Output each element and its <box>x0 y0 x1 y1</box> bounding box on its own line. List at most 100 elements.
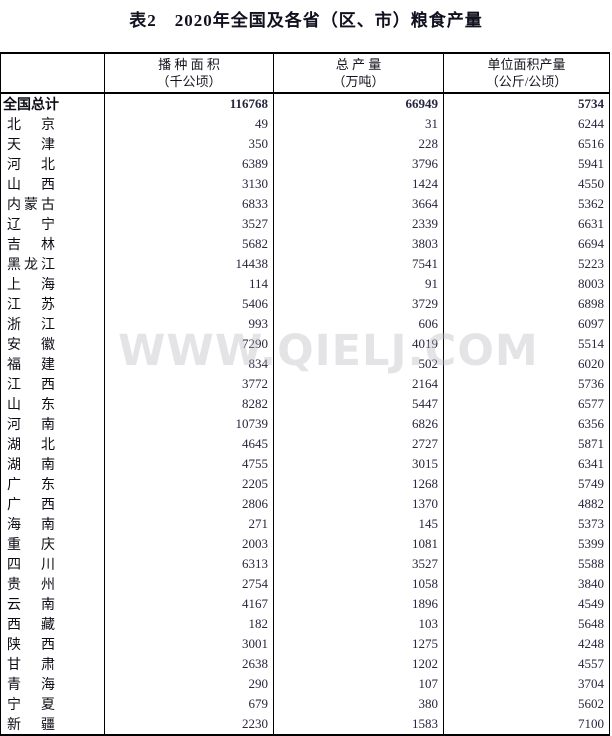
region-cell: 江西 <box>0 374 105 394</box>
value-cell: 2806 <box>104 494 274 514</box>
value-cell: 502 <box>273 354 444 374</box>
header-sown-area-line1: 播 种 面 积 <box>158 57 220 72</box>
value-cell: 6898 <box>443 294 610 314</box>
region-name: 山西 <box>7 178 55 193</box>
table-row: 重庆 2003 1081 5399 <box>0 534 610 554</box>
region-cell: 新疆 <box>0 714 105 735</box>
region-name: 贵州 <box>7 578 55 593</box>
region-cell: 上海 <box>0 274 105 294</box>
region-cell: 辽宁 <box>0 214 105 234</box>
value-cell: 3527 <box>104 214 274 234</box>
value-cell: 5399 <box>443 534 610 554</box>
value-cell: 107 <box>273 674 444 694</box>
region-cell: 黑龙江 <box>0 254 105 274</box>
region-cell: 青海 <box>0 674 105 694</box>
table-row: 湖北 4645 2727 5871 <box>0 434 610 454</box>
header-sown-area: 播 种 面 积 （千公顷） <box>104 53 274 94</box>
table-row: 天津 350 228 6516 <box>0 134 610 154</box>
region-name: 新疆 <box>7 718 55 733</box>
region-name: 山东 <box>7 398 55 413</box>
region-name: 天津 <box>7 138 55 153</box>
value-cell: 3001 <box>104 634 274 654</box>
value-cell: 91 <box>273 274 444 294</box>
value-cell: 3840 <box>443 574 610 594</box>
region-name: 陕西 <box>7 638 55 653</box>
value-cell: 380 <box>273 694 444 714</box>
region-cell: 山东 <box>0 394 105 414</box>
value-cell: 4019 <box>273 334 444 354</box>
value-cell: 4882 <box>443 494 610 514</box>
value-cell: 5447 <box>273 394 444 414</box>
region-name: 江西 <box>7 378 55 393</box>
region-name: 甘肃 <box>7 658 55 673</box>
value-cell: 2205 <box>104 474 274 494</box>
value-cell: 4755 <box>104 454 274 474</box>
value-cell: 5362 <box>443 194 610 214</box>
table-row: 湖南 4755 3015 6341 <box>0 454 610 474</box>
value-cell: 5941 <box>443 154 610 174</box>
table-row: 河南 10739 6826 6356 <box>0 414 610 434</box>
value-cell: 3130 <box>104 174 274 194</box>
region-cell: 吉林 <box>0 234 105 254</box>
value-cell: 6833 <box>104 194 274 214</box>
value-cell: 6826 <box>273 414 444 434</box>
region-cell: 河北 <box>0 154 105 174</box>
value-cell: 145 <box>273 514 444 534</box>
value-cell: 6516 <box>443 134 610 154</box>
region-cell: 江苏 <box>0 294 105 314</box>
region-name: 海南 <box>7 518 55 533</box>
header-total-output: 总 产 量 （万吨） <box>273 53 444 94</box>
region-cell: 北京 <box>0 114 105 134</box>
region-name: 湖北 <box>7 438 55 453</box>
value-cell: 2638 <box>104 654 274 674</box>
region-name: 四川 <box>7 558 55 573</box>
table-row-total: 全国总计 116768 66949 5734 <box>0 93 610 114</box>
table-row: 贵州 2754 1058 3840 <box>0 574 610 594</box>
region-name: 河南 <box>7 418 55 433</box>
value-cell: 116768 <box>104 93 274 114</box>
region-cell: 山西 <box>0 174 105 194</box>
region-name: 广西 <box>7 498 55 513</box>
value-cell: 5871 <box>443 434 610 454</box>
region-name: 重庆 <box>7 538 55 553</box>
value-cell: 2339 <box>273 214 444 234</box>
value-cell: 290 <box>104 674 274 694</box>
table-row: 广东 2205 1268 5749 <box>0 474 610 494</box>
value-cell: 3729 <box>273 294 444 314</box>
value-cell: 4645 <box>104 434 274 454</box>
table-row: 浙江 993 606 6097 <box>0 314 610 334</box>
region-name: 湖南 <box>7 458 55 473</box>
region-cell: 湖北 <box>0 434 105 454</box>
value-cell: 7541 <box>273 254 444 274</box>
grain-production-table: 播 种 面 积 （千公顷） 总 产 量 （万吨） 单位面积产量 （公斤/公顷） … <box>0 52 610 736</box>
value-cell: 5588 <box>443 554 610 574</box>
region-cell: 广西 <box>0 494 105 514</box>
region-name: 广东 <box>7 478 55 493</box>
region-name: 宁夏 <box>7 698 55 713</box>
value-cell: 3704 <box>443 674 610 694</box>
value-cell: 5602 <box>443 694 610 714</box>
table-row: 上海 114 91 8003 <box>0 274 610 294</box>
table-body: 全国总计 116768 66949 5734 北京 49 31 6244 天津 350 228 651… <box>0 93 610 735</box>
value-cell: 2003 <box>104 534 274 554</box>
value-cell: 4550 <box>443 174 610 194</box>
value-cell: 2727 <box>273 434 444 454</box>
value-cell: 5223 <box>443 254 610 274</box>
value-cell: 6244 <box>443 114 610 134</box>
region-cell: 湖南 <box>0 454 105 474</box>
region-cell: 重庆 <box>0 534 105 554</box>
value-cell: 49 <box>104 114 274 134</box>
value-cell: 103 <box>273 614 444 634</box>
value-cell: 1370 <box>273 494 444 514</box>
region-name: 黑龙江 <box>7 258 55 273</box>
value-cell: 6631 <box>443 214 610 234</box>
region-name: 青海 <box>7 678 55 693</box>
table-row: 吉林 5682 3803 6694 <box>0 234 610 254</box>
region-cell: 全国总计 <box>0 93 105 114</box>
value-cell: 1268 <box>273 474 444 494</box>
region-cell: 西藏 <box>0 614 105 634</box>
value-cell: 6694 <box>443 234 610 254</box>
value-cell: 5734 <box>443 93 610 114</box>
header-yield-line2: （公斤/公顷） <box>485 74 568 89</box>
table-row: 山西 3130 1424 4550 <box>0 174 610 194</box>
